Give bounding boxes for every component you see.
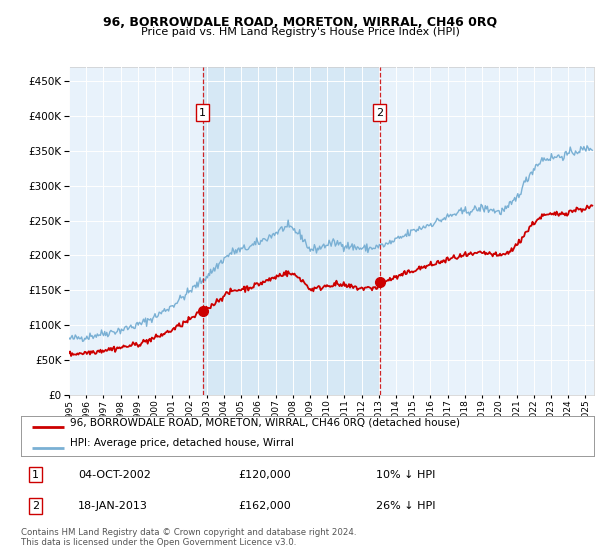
Text: £162,000: £162,000 [239,501,292,511]
Bar [203,67,380,395]
Text: 2: 2 [32,501,39,511]
Text: 96, BORROWDALE ROAD, MORETON, WIRRAL, CH46 0RQ: 96, BORROWDALE ROAD, MORETON, WIRRAL, CH… [103,16,497,29]
Text: 1: 1 [32,470,39,480]
Text: 2: 2 [376,108,383,118]
Text: 96, BORROWDALE ROAD, MORETON, WIRRAL, CH46 0RQ (detached house): 96, BORROWDALE ROAD, MORETON, WIRRAL, CH… [70,417,460,427]
Text: 26% ↓ HPI: 26% ↓ HPI [376,501,436,511]
Text: Price paid vs. HM Land Registry's House Price Index (HPI): Price paid vs. HM Land Registry's House … [140,27,460,37]
Text: HPI: Average price, detached house, Wirral: HPI: Average price, detached house, Wirr… [70,438,293,448]
Text: Contains HM Land Registry data © Crown copyright and database right 2024.
This d: Contains HM Land Registry data © Crown c… [21,528,356,547]
Text: 04-OCT-2002: 04-OCT-2002 [79,470,151,480]
Text: 18-JAN-2013: 18-JAN-2013 [79,501,148,511]
Text: 10% ↓ HPI: 10% ↓ HPI [376,470,436,480]
Text: 1: 1 [199,108,206,118]
Text: £120,000: £120,000 [239,470,292,480]
